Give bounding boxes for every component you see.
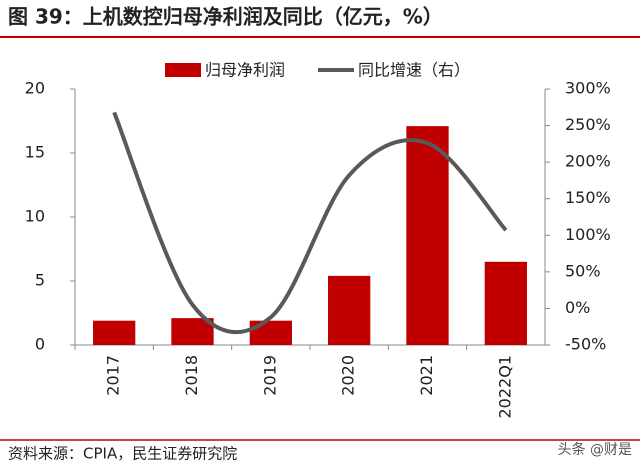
legend-label: 同比增速（右） — [358, 61, 470, 80]
y-tick-label: 20 — [25, 79, 45, 98]
legend-label: 归母净利润 — [205, 61, 285, 80]
bar — [484, 261, 527, 345]
x-tick-label: 2018 — [182, 355, 201, 396]
line — [112, 111, 508, 335]
x-tick-label: 2022Q1 — [495, 355, 514, 419]
x-tick-label: 2017 — [104, 355, 123, 396]
y-tick-label: 5 — [35, 271, 45, 290]
x-tick-label: 2021 — [417, 355, 436, 396]
y-tick-label: 0 — [35, 335, 45, 354]
source: 资料来源：CPIA，民生证券研究院 — [8, 445, 237, 463]
y2-tick-label: 150% — [565, 188, 611, 207]
bar — [249, 320, 292, 345]
y2-tick-label: 0% — [565, 298, 590, 317]
y2-tick-label: 50% — [565, 261, 601, 280]
y2-tick-label: 100% — [565, 225, 611, 244]
y2-tick-label: 300% — [565, 79, 611, 98]
bar — [171, 318, 214, 345]
y-tick-label: 15 — [25, 143, 45, 162]
y-tick-label: 10 — [25, 207, 45, 226]
x-tick-label: 2020 — [339, 355, 358, 396]
bar — [328, 275, 371, 345]
y2-tick-label: -50% — [565, 335, 606, 354]
bar — [406, 126, 449, 346]
y2-tick-label: 250% — [565, 115, 611, 134]
legend-swatch — [165, 63, 201, 77]
y2-tick-label: 200% — [565, 152, 611, 171]
x-tick-label: 2019 — [260, 355, 279, 396]
watermark: 头条 @财是 — [558, 441, 632, 458]
chart-title: 图 39：上机数控归母净利润及同比（亿元，%） — [8, 5, 443, 29]
bar — [93, 320, 136, 345]
